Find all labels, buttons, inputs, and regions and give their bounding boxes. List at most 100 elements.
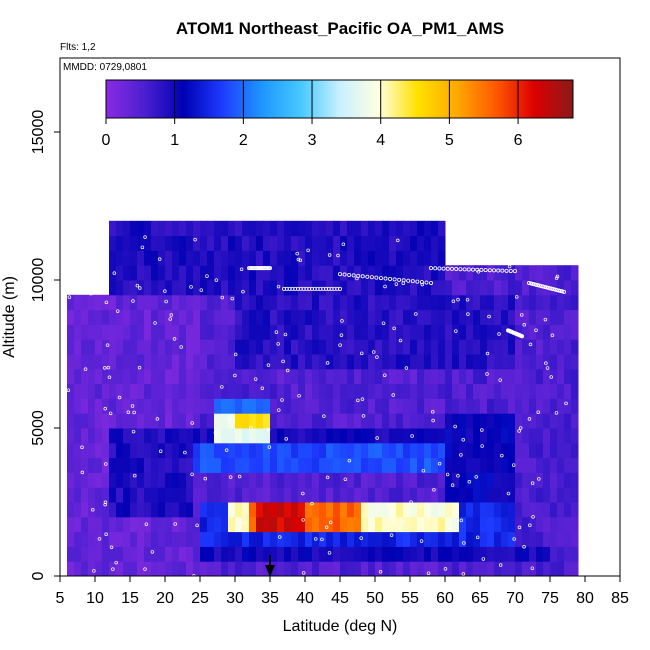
flight-track-point [535, 283, 540, 288]
flight-track-point [547, 244, 552, 248]
heatmap-cell [228, 324, 236, 340]
flight-track-point [528, 281, 533, 286]
heatmap-cell [235, 250, 243, 266]
heatmap-cell [515, 294, 523, 311]
heatmap-cell [242, 368, 250, 385]
heatmap-cell [529, 472, 537, 488]
heatmap-cell [130, 442, 138, 459]
heatmap-cell [102, 428, 110, 444]
heatmap-cell [375, 442, 383, 459]
flight-track-point [111, 567, 115, 571]
heatmap-cell [459, 280, 467, 296]
heatmap-cell [228, 516, 236, 533]
heatmap-cell [270, 442, 278, 459]
heatmap-cell [74, 487, 82, 503]
heatmap-cell [263, 487, 271, 503]
heatmap-cell [249, 442, 257, 459]
heatmap-cell [137, 220, 145, 237]
heatmap-cell [270, 309, 278, 325]
heatmap-cell [445, 413, 453, 429]
heatmap-cell [116, 531, 124, 547]
flight-track-point [339, 333, 344, 337]
heatmap-cell [445, 531, 453, 547]
heatmap-cell [193, 368, 201, 385]
flight-track-point [465, 297, 470, 302]
heatmap-cell [480, 354, 488, 370]
heatmap-cell [284, 457, 292, 473]
heatmap-cell [151, 265, 159, 281]
heatmap-cell [319, 413, 327, 429]
heatmap-cell [550, 561, 558, 576]
heatmap-cell [291, 428, 299, 444]
flight-track-point [396, 238, 400, 243]
heatmap-cell [242, 383, 250, 399]
heatmap-cell [109, 472, 117, 488]
heatmap-cell [417, 354, 425, 370]
heatmap-cell [95, 294, 103, 311]
heatmap-cell [137, 368, 145, 385]
heatmap-cell [529, 265, 537, 281]
heatmap-cell [326, 413, 334, 429]
heatmap-cell [361, 324, 369, 340]
heatmap-cell [424, 561, 432, 576]
heatmap-cell [74, 309, 82, 325]
flight-track-point [544, 285, 549, 290]
heatmap-cell [298, 472, 306, 488]
heatmap-cell [347, 546, 355, 562]
heatmap-cell [564, 309, 572, 325]
flight-track-point [410, 434, 414, 438]
heatmap-cell [536, 442, 544, 459]
heatmap-cell [95, 368, 103, 385]
heatmap-cell [256, 457, 264, 473]
flight-track-point [80, 470, 85, 475]
heatmap-cell [130, 428, 138, 444]
heatmap-cell [431, 531, 439, 547]
heatmap-cell [550, 487, 558, 503]
heatmap-cell [298, 235, 306, 251]
flight-track-point [485, 372, 489, 376]
heatmap-cell [123, 428, 131, 444]
heatmap-cell [228, 561, 236, 576]
heatmap-cell [424, 546, 432, 562]
heatmap-cell [438, 280, 446, 296]
flight-track-point [480, 444, 484, 448]
heatmap-cell [438, 339, 446, 355]
heatmap-cell [571, 472, 579, 488]
heatmap-cell [487, 294, 495, 311]
heatmap-cell [298, 442, 306, 459]
heatmap-cell [95, 413, 103, 429]
heatmap-cell [417, 324, 425, 340]
heatmap-cell [207, 280, 215, 296]
heatmap-cell [270, 472, 278, 488]
heatmap-cell [130, 383, 138, 399]
flight-track-point [545, 366, 550, 370]
heatmap-cell [382, 413, 390, 429]
flight-track-point [131, 429, 136, 434]
heatmap-cell [179, 250, 187, 266]
heatmap-cell [459, 413, 467, 429]
heatmap-cell [522, 339, 530, 355]
heatmap-cell [354, 457, 362, 473]
heatmap-cell [417, 457, 425, 473]
heatmap-cell [536, 280, 544, 296]
heatmap-cell [165, 546, 173, 562]
flight-track-point [431, 418, 435, 423]
heatmap-cell [487, 413, 495, 429]
heatmap-cell [452, 339, 460, 355]
heatmap-cell [522, 265, 530, 281]
heatmap-cell [410, 546, 418, 562]
heatmap-cell [67, 516, 75, 533]
heatmap-cell [207, 235, 215, 251]
heatmap-cell [466, 324, 474, 340]
heatmap-cell [557, 561, 565, 576]
heatmap-cell [543, 472, 551, 488]
heatmap-cell [522, 398, 530, 414]
heatmap-cell [438, 457, 446, 473]
heatmap-cell [410, 235, 418, 251]
flight-track-point [323, 286, 328, 291]
flight-track-point [281, 359, 285, 364]
heatmap-cell [445, 516, 453, 533]
x-tick-label: 45 [331, 590, 349, 607]
flight-track-point [378, 276, 383, 281]
heatmap-cell [263, 294, 271, 311]
